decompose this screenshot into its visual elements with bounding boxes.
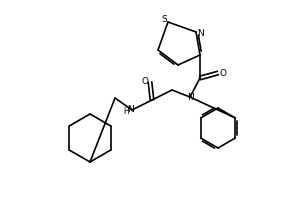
Text: O: O bbox=[220, 68, 226, 77]
Text: N: N bbox=[128, 104, 134, 114]
Text: S: S bbox=[161, 16, 167, 24]
Text: H: H bbox=[123, 108, 129, 116]
Text: O: O bbox=[142, 77, 148, 86]
Text: N: N bbox=[188, 94, 194, 102]
Text: N: N bbox=[198, 28, 204, 38]
